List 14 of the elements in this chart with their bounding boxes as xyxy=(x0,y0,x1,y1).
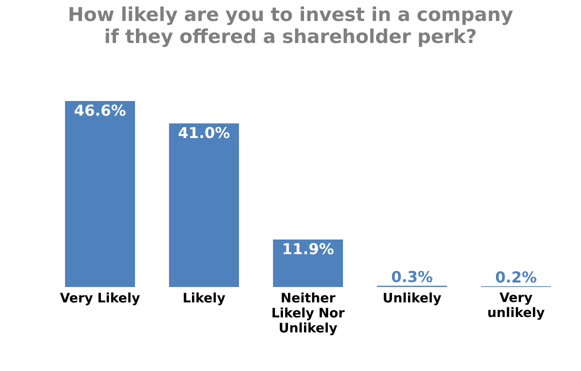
x-tick-label: Very Likely xyxy=(60,292,140,306)
data-label: 0.2% xyxy=(496,271,536,283)
x-tick-label: Very unlikely xyxy=(488,292,545,320)
bar xyxy=(273,239,343,287)
data-label: 0.3% xyxy=(392,270,432,282)
bar xyxy=(65,100,136,287)
chart-title: How likely are you to invest in a company if they offered a shareholder perk? xyxy=(70,6,513,48)
x-tick-label: Neither Likely Nor Unlikely xyxy=(272,292,345,336)
data-label: 46.6% xyxy=(74,104,126,116)
data-label: 41.0% xyxy=(178,126,230,138)
bar xyxy=(169,123,240,287)
x-tick-label: Unlikely xyxy=(384,292,442,306)
data-label: 11.9% xyxy=(284,243,334,254)
x-tick-label: Likely xyxy=(184,292,226,306)
